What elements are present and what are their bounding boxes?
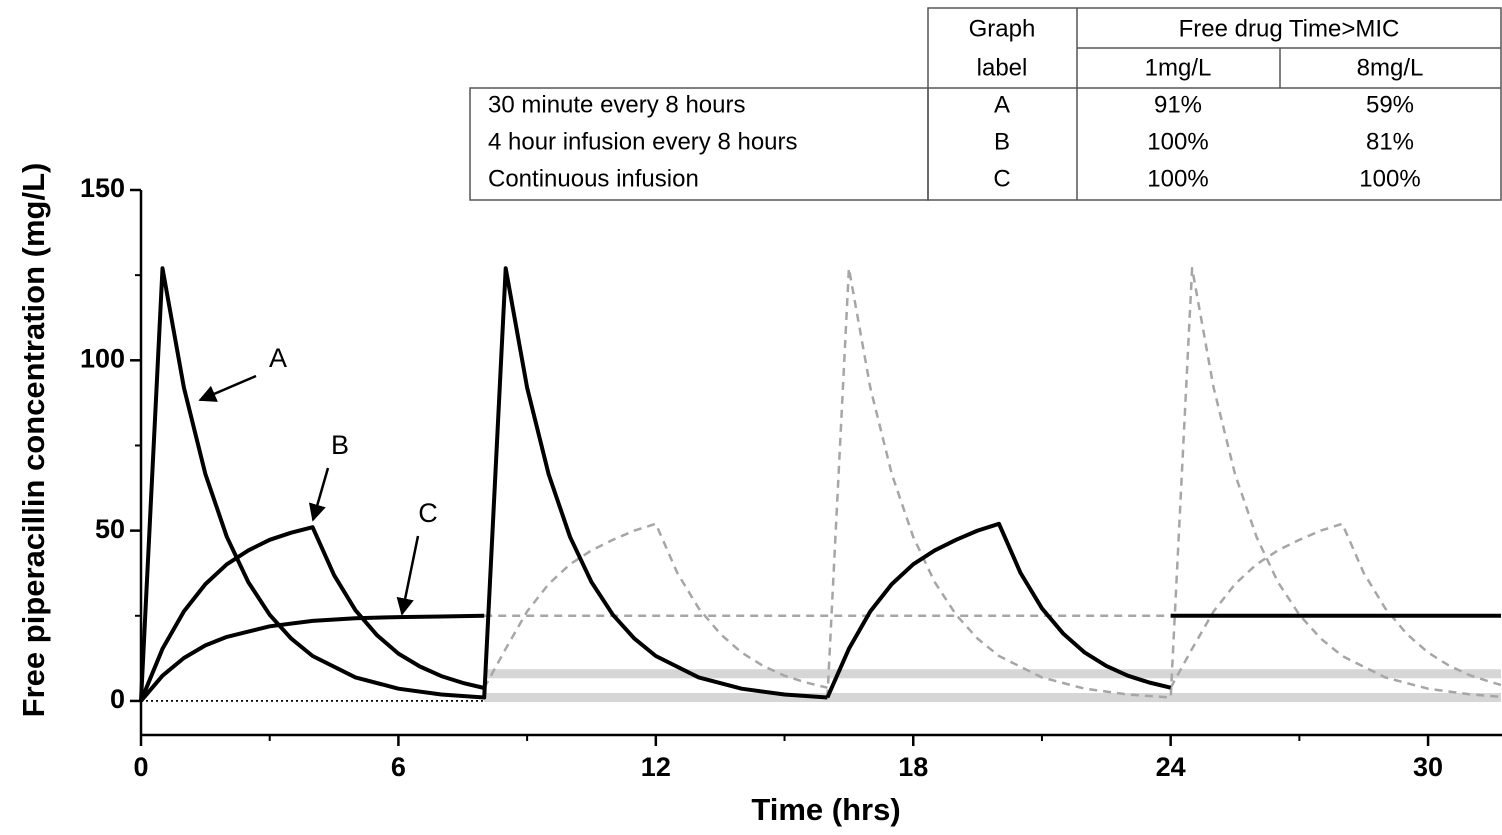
series-line (139, 266, 828, 701)
series-line (826, 267, 1502, 699)
table-cell: 81% (1366, 128, 1414, 155)
series-line (139, 521, 1172, 702)
x-tick-label: 6 (391, 752, 406, 782)
table-header: 1mg/L (1145, 54, 1212, 81)
x-axis-title: Time (hrs) (751, 792, 900, 827)
table-cell: A (994, 91, 1010, 118)
y-tick-label: 150 (80, 173, 125, 203)
table-cell: 100% (1147, 128, 1208, 155)
x-tick-label: 0 (133, 752, 148, 782)
table-cell: 59% (1366, 91, 1414, 118)
table-cell: 100% (1147, 165, 1208, 192)
x-tick-label: 24 (1156, 752, 1186, 782)
annotation: C (418, 498, 438, 528)
annotation-arrow (396, 535, 420, 616)
table-header: Graph (969, 15, 1036, 42)
series-line (483, 522, 1502, 689)
table-header: 8mg/L (1357, 54, 1424, 81)
table-header: Free drug Time>MIC (1179, 15, 1400, 42)
plot-area (139, 266, 1502, 703)
table (469, 7, 1502, 201)
table-cell: B (994, 128, 1010, 155)
x-tick-label: 12 (641, 752, 671, 782)
table-border (469, 87, 929, 201)
table-cell: Continuous infusion (488, 165, 699, 192)
series-line (139, 613, 1501, 703)
table-cell: 30 minute every 8 hours (488, 91, 745, 118)
annotation: A (269, 343, 287, 373)
annotation-arrow (198, 374, 257, 402)
table-cell: 91% (1154, 91, 1202, 118)
table-cell: 4 hour infusion every 8 hours (488, 128, 798, 155)
y-tick-label: 100 (80, 343, 125, 373)
table-header: label (977, 54, 1028, 81)
annotation-arrow (308, 467, 330, 522)
x-tick-label: 30 (1413, 752, 1443, 782)
table-body: 30 minute every 8 hours A 91% 59% 4 hour inf… (488, 91, 1421, 192)
annotation: B (331, 430, 349, 460)
y-tick-label: 0 (110, 684, 125, 714)
x-tick-label: 18 (898, 752, 928, 782)
y-tick-label: 50 (95, 514, 125, 544)
table-cell: 100% (1359, 165, 1420, 192)
table-cell: C (993, 165, 1010, 192)
y-axis-title: Free piperacillin concentration (mg/L) (16, 163, 51, 718)
